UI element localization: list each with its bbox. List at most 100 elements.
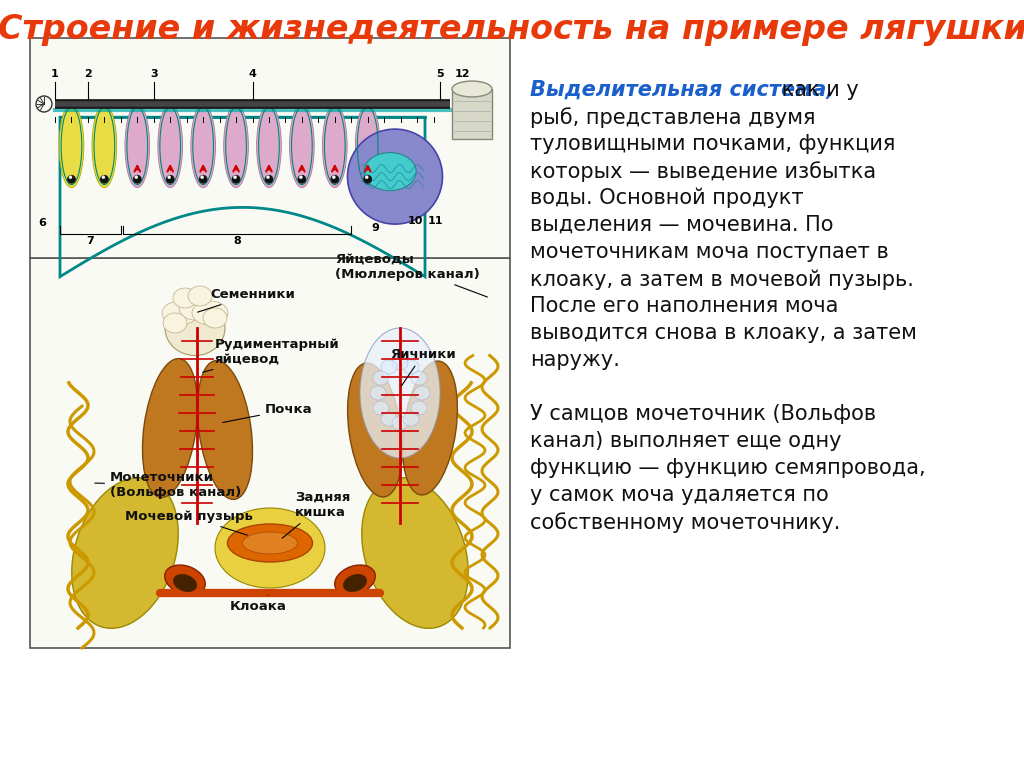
Ellipse shape — [323, 104, 347, 187]
Ellipse shape — [414, 386, 430, 400]
Ellipse shape — [168, 176, 171, 179]
Ellipse shape — [364, 153, 416, 190]
Ellipse shape — [233, 176, 237, 179]
Text: 8: 8 — [233, 236, 241, 246]
Text: туловищными почками, функция: туловищными почками, функция — [530, 134, 895, 154]
Text: клоаку, а затем в мочевой пузырь.: клоаку, а затем в мочевой пузырь. — [530, 269, 913, 290]
Ellipse shape — [223, 104, 249, 187]
Ellipse shape — [355, 104, 380, 187]
Ellipse shape — [190, 104, 215, 187]
Ellipse shape — [68, 175, 76, 184]
Text: как и у: как и у — [775, 80, 859, 100]
Ellipse shape — [343, 574, 367, 591]
Text: 12: 12 — [455, 69, 470, 79]
Ellipse shape — [364, 175, 372, 184]
Text: Яичники: Яичники — [390, 348, 456, 386]
Ellipse shape — [135, 176, 138, 179]
Text: собственному мочеточнику.: собственному мочеточнику. — [530, 512, 841, 533]
Text: Мочеточники
(Вольфов канал): Мочеточники (Вольфов канал) — [95, 471, 242, 499]
Ellipse shape — [381, 412, 397, 426]
Text: Задняя
кишка: Задняя кишка — [283, 491, 350, 538]
Text: 2: 2 — [84, 69, 92, 79]
Text: Почка: Почка — [223, 403, 312, 422]
Ellipse shape — [198, 361, 253, 499]
Ellipse shape — [92, 104, 117, 187]
Ellipse shape — [257, 104, 282, 187]
Ellipse shape — [290, 104, 314, 187]
Ellipse shape — [72, 478, 178, 628]
Ellipse shape — [59, 104, 84, 187]
Text: 4: 4 — [249, 69, 256, 79]
Ellipse shape — [173, 288, 197, 308]
Ellipse shape — [165, 565, 205, 595]
Ellipse shape — [373, 401, 389, 415]
Ellipse shape — [243, 532, 298, 554]
Ellipse shape — [69, 176, 72, 179]
Ellipse shape — [402, 361, 458, 495]
Ellipse shape — [142, 359, 198, 498]
Text: 9: 9 — [371, 223, 379, 233]
Text: у самок моча удаляется по: у самок моча удаляется по — [530, 485, 828, 505]
Ellipse shape — [215, 508, 325, 588]
Ellipse shape — [201, 176, 204, 179]
Text: 10: 10 — [408, 216, 423, 226]
Ellipse shape — [265, 175, 273, 184]
Ellipse shape — [133, 175, 141, 184]
Ellipse shape — [298, 175, 306, 184]
Ellipse shape — [162, 301, 198, 325]
Ellipse shape — [227, 524, 312, 562]
Ellipse shape — [360, 328, 440, 458]
Ellipse shape — [101, 176, 104, 179]
Bar — [30, 258, 510, 648]
Bar — [452, 89, 492, 139]
Ellipse shape — [193, 301, 228, 325]
Ellipse shape — [333, 176, 335, 179]
Ellipse shape — [411, 401, 427, 415]
Ellipse shape — [392, 356, 408, 370]
Text: воды. Основной продукт: воды. Основной продукт — [530, 188, 804, 208]
Text: 6: 6 — [38, 218, 46, 228]
Ellipse shape — [232, 175, 240, 184]
Ellipse shape — [452, 81, 492, 97]
Ellipse shape — [335, 565, 376, 595]
Text: выделения — мочевина. По: выделения — мочевина. По — [530, 215, 834, 235]
Ellipse shape — [199, 175, 207, 184]
Ellipse shape — [381, 360, 397, 374]
Ellipse shape — [403, 412, 419, 426]
Text: 3: 3 — [150, 69, 158, 79]
Text: Клоака: Клоака — [230, 595, 287, 613]
Text: 7: 7 — [87, 236, 94, 246]
Text: Семенники: Семенники — [198, 288, 295, 312]
Ellipse shape — [373, 371, 389, 385]
Ellipse shape — [173, 574, 197, 591]
Ellipse shape — [266, 176, 269, 179]
Ellipse shape — [331, 175, 339, 184]
Ellipse shape — [158, 104, 182, 187]
Text: выводится снова в клоаку, а затем: выводится снова в клоаку, а затем — [530, 323, 916, 343]
Text: Яйцеводы
(Мюллеров канал): Яйцеводы (Мюллеров канал) — [335, 253, 487, 297]
Ellipse shape — [347, 129, 442, 224]
Text: После его наполнения моча: После его наполнения моча — [530, 296, 839, 316]
Text: Строение и жизнедеятельность на примере лягушки: Строение и жизнедеятельность на примере … — [0, 14, 1024, 47]
Ellipse shape — [165, 300, 225, 356]
Ellipse shape — [366, 176, 369, 179]
Text: Выделительная система,: Выделительная система, — [530, 80, 835, 100]
Text: У самцов мочеточник (Вольфов: У самцов мочеточник (Вольфов — [530, 404, 877, 424]
Text: Мочевой пузырь: Мочевой пузырь — [125, 510, 253, 535]
Ellipse shape — [347, 363, 402, 497]
Text: которых — выведение избытка: которых — выведение избытка — [530, 161, 877, 182]
Ellipse shape — [299, 176, 302, 179]
Bar — [30, 38, 510, 258]
Text: канал) выполняет еще одну: канал) выполняет еще одну — [530, 431, 842, 451]
Ellipse shape — [370, 386, 386, 400]
Ellipse shape — [166, 175, 174, 184]
Text: рыб, представлена двумя: рыб, представлена двумя — [530, 107, 815, 127]
Text: мочеточникам моча поступает в: мочеточникам моча поступает в — [530, 242, 889, 262]
Text: 5: 5 — [436, 69, 443, 79]
Text: наружу.: наружу. — [530, 350, 620, 370]
Ellipse shape — [392, 416, 408, 430]
Ellipse shape — [179, 296, 211, 320]
Ellipse shape — [411, 371, 427, 385]
Ellipse shape — [163, 313, 187, 333]
Ellipse shape — [403, 360, 419, 374]
